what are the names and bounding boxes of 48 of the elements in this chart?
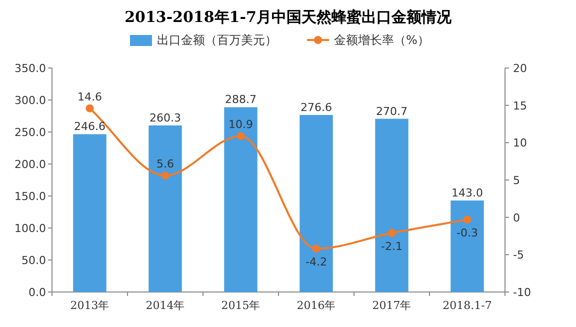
chart-title: 2013-2018年1-7月中国天然蜂蜜出口金额情况 bbox=[124, 8, 452, 26]
data-label: -4.2 bbox=[306, 256, 327, 269]
y2-tick-label: 0 bbox=[513, 211, 520, 224]
y-tick-label: 350.0 bbox=[14, 62, 46, 75]
point bbox=[161, 172, 170, 180]
y2-tick-label: -5 bbox=[513, 248, 524, 262]
point bbox=[312, 244, 320, 253]
point bbox=[236, 132, 245, 140]
x-tick-label: 2013年 bbox=[70, 299, 110, 312]
y2-tick-label: 10 bbox=[513, 136, 527, 150]
y2-tick-label: 15 bbox=[513, 99, 527, 112]
y-tick-label: 200.0 bbox=[14, 158, 46, 171]
data-label: 246.6 bbox=[74, 120, 106, 134]
data-label: 10.9 bbox=[228, 118, 253, 131]
y-tick-label: 50.0 bbox=[22, 254, 46, 267]
point bbox=[86, 104, 94, 112]
bar bbox=[375, 118, 408, 292]
bar bbox=[148, 125, 182, 292]
y2-tick-label: -10 bbox=[513, 286, 531, 299]
x-tick-label: 2014年 bbox=[146, 299, 185, 312]
y-tick-label: 250.0 bbox=[14, 126, 46, 139]
data-label: -2.1 bbox=[381, 240, 402, 254]
data-label: -0.3 bbox=[456, 226, 478, 240]
y2-tick-label: 20 bbox=[513, 62, 527, 75]
point bbox=[463, 216, 472, 224]
data-label: 143.0 bbox=[452, 186, 483, 200]
data-label: 260.3 bbox=[150, 111, 181, 124]
x-tick-label: 2017年 bbox=[372, 299, 412, 312]
data-label: 14.6 bbox=[78, 90, 102, 104]
bar bbox=[450, 200, 484, 292]
data-label: 270.7 bbox=[376, 104, 408, 118]
y-tick-label: 300.0 bbox=[14, 94, 46, 107]
y-tick-label: 100.0 bbox=[14, 222, 46, 235]
legend-label: 出口金额（百万美元） bbox=[157, 33, 277, 47]
x-tick-label: 2016年 bbox=[296, 299, 336, 312]
y-tick-label: 0.0 bbox=[28, 286, 46, 299]
x-tick-label: 2015年 bbox=[221, 299, 260, 312]
legend-label: 金额增长率（%） bbox=[334, 33, 430, 47]
y-tick-label: 150.0 bbox=[14, 190, 46, 203]
bar bbox=[300, 114, 333, 292]
bar bbox=[224, 107, 258, 292]
data-label: 5.6 bbox=[156, 158, 174, 171]
point bbox=[388, 229, 396, 238]
data-label: 276.6 bbox=[300, 100, 332, 114]
data-label: 288.7 bbox=[225, 93, 256, 106]
x-tick-label: 2018.1-7 bbox=[442, 299, 492, 312]
y2-tick-label: 5 bbox=[513, 174, 520, 187]
bar bbox=[73, 134, 106, 292]
